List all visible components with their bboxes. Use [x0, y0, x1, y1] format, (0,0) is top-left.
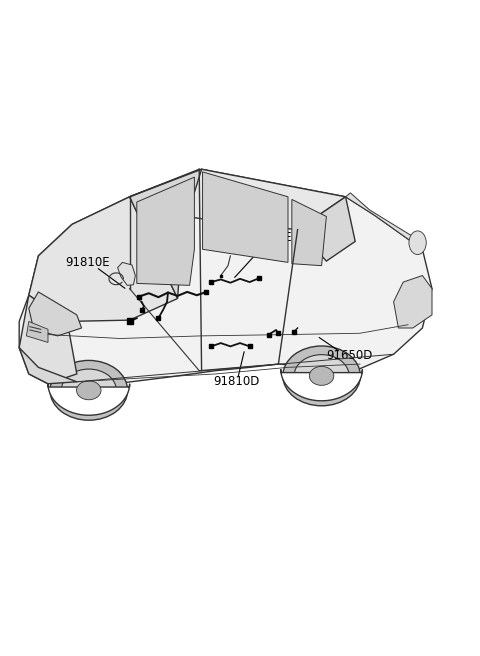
Text: 91810D: 91810D	[214, 375, 260, 388]
Polygon shape	[137, 177, 194, 285]
Text: 91650D: 91650D	[326, 349, 373, 362]
Polygon shape	[298, 197, 355, 261]
Ellipse shape	[50, 360, 128, 420]
Text: 91650E: 91650E	[247, 231, 292, 244]
Circle shape	[409, 231, 426, 255]
Polygon shape	[130, 169, 346, 230]
Text: 91810E: 91810E	[65, 256, 109, 269]
Ellipse shape	[294, 355, 349, 397]
Polygon shape	[281, 369, 362, 401]
Polygon shape	[394, 276, 432, 328]
Ellipse shape	[283, 346, 360, 406]
Polygon shape	[19, 169, 432, 384]
Polygon shape	[29, 197, 178, 321]
Polygon shape	[292, 199, 326, 266]
Ellipse shape	[310, 367, 334, 385]
Ellipse shape	[61, 369, 116, 411]
Polygon shape	[203, 172, 288, 262]
Polygon shape	[130, 169, 202, 298]
Polygon shape	[19, 295, 77, 384]
Polygon shape	[19, 348, 77, 384]
Polygon shape	[26, 321, 48, 342]
Polygon shape	[48, 384, 130, 415]
Polygon shape	[346, 193, 422, 249]
Polygon shape	[118, 262, 135, 285]
Polygon shape	[29, 292, 82, 336]
Ellipse shape	[77, 381, 101, 400]
